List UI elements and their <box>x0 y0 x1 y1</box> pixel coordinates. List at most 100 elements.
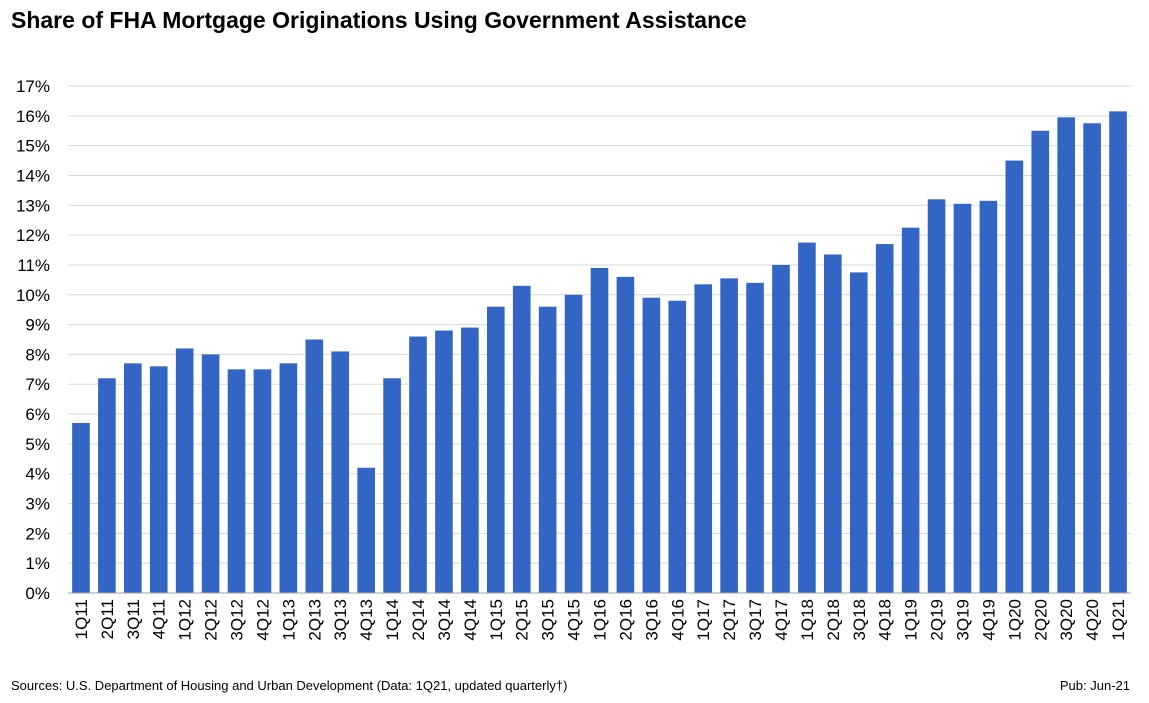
x-tick-label: 3Q11 <box>124 599 143 639</box>
x-tick-label: 3Q15 <box>539 599 558 641</box>
y-tick-label: 8% <box>25 345 50 364</box>
bar <box>512 285 531 593</box>
x-tick-label: 2Q18 <box>824 599 843 641</box>
bar <box>72 423 90 593</box>
x-tick-label: 2Q19 <box>928 599 947 641</box>
y-tick-label: 1% <box>25 554 50 573</box>
bar <box>1109 111 1127 593</box>
x-tick-label: 2Q12 <box>202 599 221 641</box>
bar <box>901 227 920 594</box>
y-tick-label: 17% <box>16 77 50 96</box>
y-tick-label: 14% <box>16 166 50 185</box>
x-tick-label: 4Q15 <box>565 599 584 641</box>
x-tick-label: 3Q19 <box>953 599 972 641</box>
y-axis-ticks: 0% 1% 2% 3% 4% 5% 6% 7% 8% 9% 10% 11% 12% 13% 14% 15% 16… <box>16 77 50 603</box>
publication-date: Pub: Jun-21 <box>1059 678 1130 693</box>
bar <box>875 244 894 594</box>
bar <box>798 242 816 593</box>
x-tick-label: 4Q20 <box>1083 599 1102 641</box>
x-tick-label: 1Q20 <box>1005 599 1024 641</box>
bar <box>98 378 116 593</box>
x-tick-label: 2Q14 <box>409 599 428 641</box>
x-tick-label: 4Q19 <box>979 599 998 641</box>
x-axis-ticks: 1Q11 2Q11 3Q11 4Q11 1Q12 2Q12 3Q12 4Q12 1Q13 2Q13… <box>72 599 1128 641</box>
x-tick-label: 4Q17 <box>772 599 791 641</box>
x-tick-label: 1Q11 <box>72 599 91 639</box>
x-tick-label: 1Q19 <box>902 599 921 641</box>
bar <box>849 272 868 593</box>
bar <box>1031 130 1050 593</box>
x-tick-label: 3Q12 <box>228 599 247 641</box>
x-tick-label: 3Q16 <box>642 599 661 641</box>
x-tick-label: 1Q16 <box>591 599 610 641</box>
x-tick-label: 3Q17 <box>746 599 765 641</box>
x-tick-label: 3Q13 <box>331 599 350 641</box>
x-tick-label: 4Q18 <box>876 599 895 641</box>
x-tick-label: 4Q14 <box>461 599 480 641</box>
bar <box>201 354 220 593</box>
y-tick-label: 16% <box>16 107 50 126</box>
bar <box>1057 117 1075 594</box>
bar <box>720 278 738 593</box>
x-tick-label: 4Q11 <box>150 599 169 639</box>
bar <box>461 327 479 593</box>
x-tick-label: 1Q14 <box>383 599 402 641</box>
bar <box>1005 160 1024 593</box>
source-note: Sources: U.S. Department of Housing and … <box>11 678 568 693</box>
y-tick-label: 4% <box>25 465 50 484</box>
y-tick-label: 3% <box>25 495 50 514</box>
x-tick-label: 4Q12 <box>253 599 272 641</box>
x-tick-label: 2Q17 <box>720 599 739 641</box>
x-tick-label: 2Q15 <box>513 599 532 641</box>
bar <box>953 203 972 593</box>
y-tick-label: 13% <box>16 196 50 215</box>
y-tick-label: 11% <box>17 256 50 275</box>
bar <box>253 369 272 593</box>
x-tick-label: 1Q17 <box>694 599 713 641</box>
bar <box>305 339 324 593</box>
bar <box>279 363 298 593</box>
x-tick-label: 4Q16 <box>668 599 687 641</box>
y-tick-label: 6% <box>25 405 50 424</box>
bar <box>538 306 557 593</box>
y-tick-label: 7% <box>25 375 50 394</box>
x-tick-label: 2Q20 <box>1031 599 1050 641</box>
bar <box>149 366 168 593</box>
bar <box>227 369 246 593</box>
chart-title: Share of FHA Mortgage Originations Using… <box>11 7 747 33</box>
bar <box>772 264 790 593</box>
bar <box>694 284 713 593</box>
bar <box>979 200 998 593</box>
bar <box>175 348 194 593</box>
x-tick-label: 1Q21 <box>1109 599 1128 641</box>
bar <box>927 199 946 593</box>
bar <box>124 363 142 593</box>
bar <box>486 306 505 593</box>
bar <box>331 351 350 593</box>
y-tick-label: 12% <box>16 226 50 245</box>
x-tick-label: 3Q18 <box>850 599 869 641</box>
x-tick-label: 2Q11 <box>98 599 117 639</box>
y-tick-label: 2% <box>25 524 50 543</box>
bar <box>1083 123 1101 593</box>
bars <box>72 111 1127 594</box>
x-tick-label: 3Q14 <box>435 599 454 641</box>
bar <box>435 330 453 593</box>
y-tick-label: 10% <box>16 286 50 305</box>
x-tick-label: 1Q13 <box>279 599 298 641</box>
bar <box>616 276 635 593</box>
y-tick-label: 9% <box>25 316 50 335</box>
bar <box>642 297 661 593</box>
y-tick-label: 5% <box>25 435 50 454</box>
x-tick-label: 3Q20 <box>1057 599 1076 641</box>
x-tick-label: 4Q13 <box>357 599 376 641</box>
bar <box>590 267 609 593</box>
x-tick-label: 1Q18 <box>798 599 817 641</box>
bar <box>746 282 764 593</box>
y-tick-label: 15% <box>16 137 50 156</box>
x-tick-label: 1Q12 <box>176 599 195 641</box>
bar <box>668 300 687 593</box>
bar <box>383 378 401 593</box>
bar <box>357 467 375 593</box>
